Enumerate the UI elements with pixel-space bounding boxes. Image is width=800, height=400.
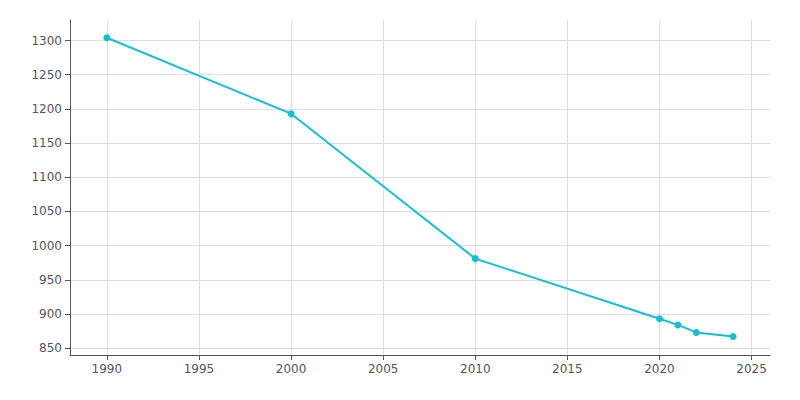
svg-text:1150: 1150 <box>31 136 62 150</box>
svg-text:1995: 1995 <box>184 362 215 376</box>
svg-text:2000: 2000 <box>276 362 307 376</box>
svg-text:2015: 2015 <box>552 362 583 376</box>
svg-text:900: 900 <box>39 307 62 321</box>
svg-text:850: 850 <box>39 341 62 355</box>
svg-text:2025: 2025 <box>736 362 767 376</box>
svg-text:1990: 1990 <box>92 362 123 376</box>
svg-text:2005: 2005 <box>368 362 399 376</box>
svg-text:950: 950 <box>39 273 62 287</box>
svg-text:1000: 1000 <box>31 239 62 253</box>
svg-text:2020: 2020 <box>644 362 675 376</box>
svg-text:1300: 1300 <box>31 34 62 48</box>
svg-text:1200: 1200 <box>31 102 62 116</box>
svg-text:1250: 1250 <box>31 68 62 82</box>
svg-text:2010: 2010 <box>460 362 491 376</box>
svg-text:1100: 1100 <box>31 170 62 184</box>
svg-text:1050: 1050 <box>31 204 62 218</box>
